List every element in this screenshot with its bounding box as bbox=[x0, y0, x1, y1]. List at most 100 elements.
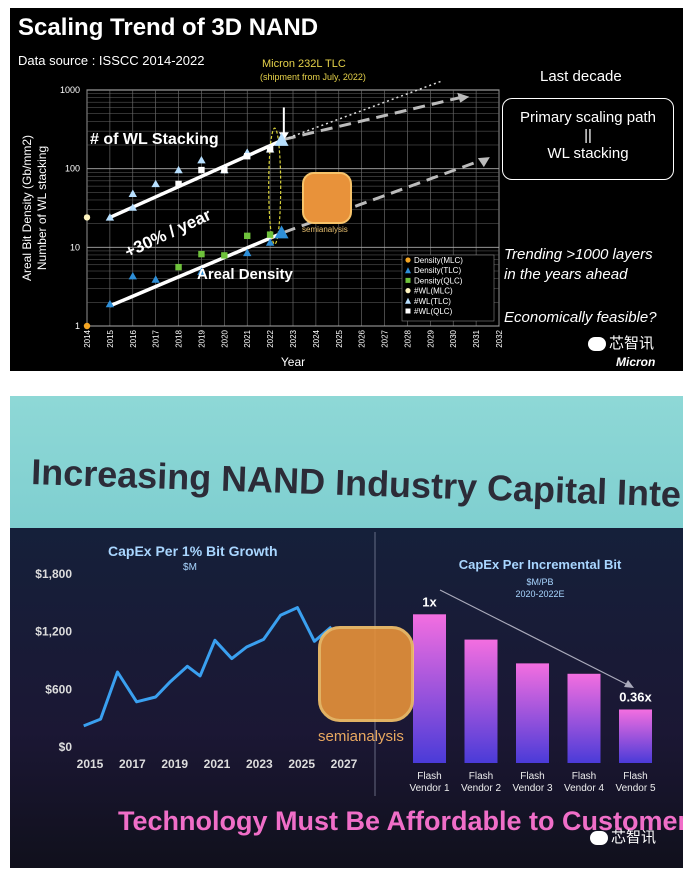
chart3-subtitle-2: 2020-2022E bbox=[515, 589, 564, 599]
annotation-areal-density: Areal Density bbox=[197, 266, 294, 283]
data-point-square bbox=[221, 166, 228, 174]
x-tick-label: 2029 bbox=[426, 329, 435, 347]
micron-callout-title: Micron 232L TLC bbox=[262, 58, 346, 70]
x-tick-label: 2021 bbox=[243, 329, 252, 347]
y-tick-label: $1,800 bbox=[35, 567, 72, 581]
data-point-triangle bbox=[105, 213, 115, 221]
wechat-badge: 芯智讯 bbox=[588, 332, 654, 353]
bar-category-label: Vendor 1 bbox=[409, 783, 449, 794]
x-tick-label: 2026 bbox=[358, 329, 367, 347]
scaling-trend-slide: Scaling Trend of 3D NAND Data source : I… bbox=[10, 8, 683, 371]
slide2-tagline: Technology Must Be Affordable to Custome… bbox=[118, 806, 683, 836]
capex-line-series bbox=[83, 606, 333, 728]
data-point-circle bbox=[83, 322, 91, 330]
watermark-badge-icon-2 bbox=[318, 626, 414, 722]
capex-charts: CapEx Per 1% Bit Growth $M $0 $600 $1,200 $1,… bbox=[35, 532, 656, 796]
chart3-title: CapEx Per Incremental Bit bbox=[459, 557, 622, 572]
data-point-square bbox=[175, 263, 182, 271]
box-line-3: WL stacking bbox=[547, 145, 629, 162]
data-point-circle bbox=[83, 214, 91, 221]
x-tick-label: 2021 bbox=[204, 757, 231, 771]
data-point-square bbox=[244, 232, 251, 240]
x-tick-label: 2018 bbox=[175, 329, 184, 347]
x-tick-label: 2019 bbox=[161, 757, 188, 771]
scaling-trend-chart: 2014 2015 2016 2017 2018 2019 2020 2021 2022 2023… bbox=[20, 80, 504, 369]
y-tick-label: 100 bbox=[65, 164, 80, 174]
legend-label: #WL(MLC) bbox=[414, 287, 453, 296]
chart3-subtitle: $M/PB bbox=[526, 577, 553, 587]
wl-trend-arrowhead bbox=[457, 92, 470, 103]
micron-logo: Micron bbox=[616, 355, 656, 369]
wechat-badge-2: 芯智讯 bbox=[590, 826, 656, 847]
data-point-triangle bbox=[174, 165, 183, 174]
legend-marker bbox=[405, 257, 411, 263]
slide1-title: Scaling Trend of 3D NAND bbox=[18, 14, 319, 41]
callout-ellipse bbox=[268, 127, 282, 245]
capital-intensity-slide: Increasing NAND Industry Capital Intensi… bbox=[10, 396, 683, 868]
box-line-1: Primary scaling path bbox=[520, 109, 656, 126]
data-point-square bbox=[266, 231, 274, 238]
legend-marker bbox=[405, 288, 411, 294]
x-tick-label: 2023 bbox=[246, 757, 273, 771]
y-tick-label: 1 bbox=[75, 321, 80, 331]
density-trend-arrowhead bbox=[477, 157, 490, 168]
data-point-triangle bbox=[197, 267, 206, 275]
data-point-triangle bbox=[243, 248, 252, 257]
data-point-square bbox=[244, 153, 251, 160]
bar-category-label: Flash bbox=[520, 771, 544, 782]
legend-marker bbox=[405, 308, 411, 314]
legend-marker bbox=[405, 277, 411, 283]
x-tick-label: 2027 bbox=[331, 757, 358, 771]
wl-trend-solid bbox=[109, 137, 285, 220]
capex-bar bbox=[413, 614, 446, 763]
chart1-legend: Density(MLC)Density(TLC)Density(QLC) #WL(… bbox=[401, 254, 495, 322]
feasible-text: Economically feasible? bbox=[504, 309, 657, 326]
wechat-icon-2 bbox=[590, 831, 608, 846]
x-tick-label: 2022 bbox=[266, 329, 275, 347]
bar-category-label: Flash bbox=[469, 771, 493, 782]
y-axis-label: Areal Bit Density (Gb/mm2) bbox=[20, 135, 34, 281]
x-tick-label: 2025 bbox=[335, 329, 344, 347]
legend-frame bbox=[401, 254, 495, 322]
data-point-square bbox=[198, 250, 205, 258]
scaling-path-box: Primary scaling path || WL stacking bbox=[502, 98, 674, 180]
data-point-triangle bbox=[128, 189, 137, 197]
bar-category-label: Vendor 5 bbox=[615, 783, 655, 794]
bar-data-label: 1x bbox=[422, 594, 437, 609]
watermark-text-2: semianalysis bbox=[318, 728, 404, 745]
bar-data-label: 0.36x bbox=[619, 689, 652, 704]
wl-trend-dotted bbox=[283, 80, 443, 141]
data-point-triangle bbox=[274, 132, 289, 146]
trend-text-1: Trending >1000 layers bbox=[504, 246, 653, 263]
x-tick-label: 2028 bbox=[403, 329, 412, 347]
x-tick-label: 2027 bbox=[381, 329, 390, 347]
legend-marker bbox=[405, 267, 411, 274]
density-trend-dashed bbox=[283, 158, 484, 234]
annotation-wl-stacking: # of WL Stacking bbox=[90, 131, 219, 148]
bar-category-label: Vendor 2 bbox=[461, 783, 501, 794]
capex-bar bbox=[619, 709, 652, 763]
semianalysis-watermark: semianalysis bbox=[302, 172, 356, 240]
y-tick-label: $0 bbox=[59, 740, 73, 754]
micron-callout-sub: (shipment from July, 2022) bbox=[260, 72, 366, 82]
bar-category-label: Flash bbox=[623, 771, 647, 782]
legend-label: Density(QLC) bbox=[414, 276, 463, 285]
x-tick-label: 2017 bbox=[152, 329, 161, 347]
data-source-text: Data source : ISSCC 2014-2022 bbox=[18, 53, 205, 68]
x-tick-label: 2015 bbox=[106, 329, 115, 347]
box-line-2: || bbox=[584, 127, 592, 144]
data-point-triangle bbox=[265, 238, 275, 246]
trend-text-2: in the years ahead bbox=[504, 266, 628, 283]
y-tick-label: 1000 bbox=[60, 85, 80, 95]
wl-trend-dashed bbox=[283, 96, 461, 141]
wechat-icon bbox=[588, 337, 606, 352]
watermark-badge-icon bbox=[302, 172, 352, 224]
bar-category-label: Flash bbox=[417, 771, 441, 782]
capex-bar bbox=[516, 663, 549, 763]
chart2-subtitle: $M bbox=[183, 562, 197, 573]
x-tick-label: 2025 bbox=[288, 757, 315, 771]
x-tick-label: 2015 bbox=[77, 757, 104, 771]
data-point-triangle bbox=[128, 203, 137, 211]
wechat-brand-text: 芯智讯 bbox=[609, 335, 655, 352]
x-tick-label: 2030 bbox=[449, 329, 458, 347]
